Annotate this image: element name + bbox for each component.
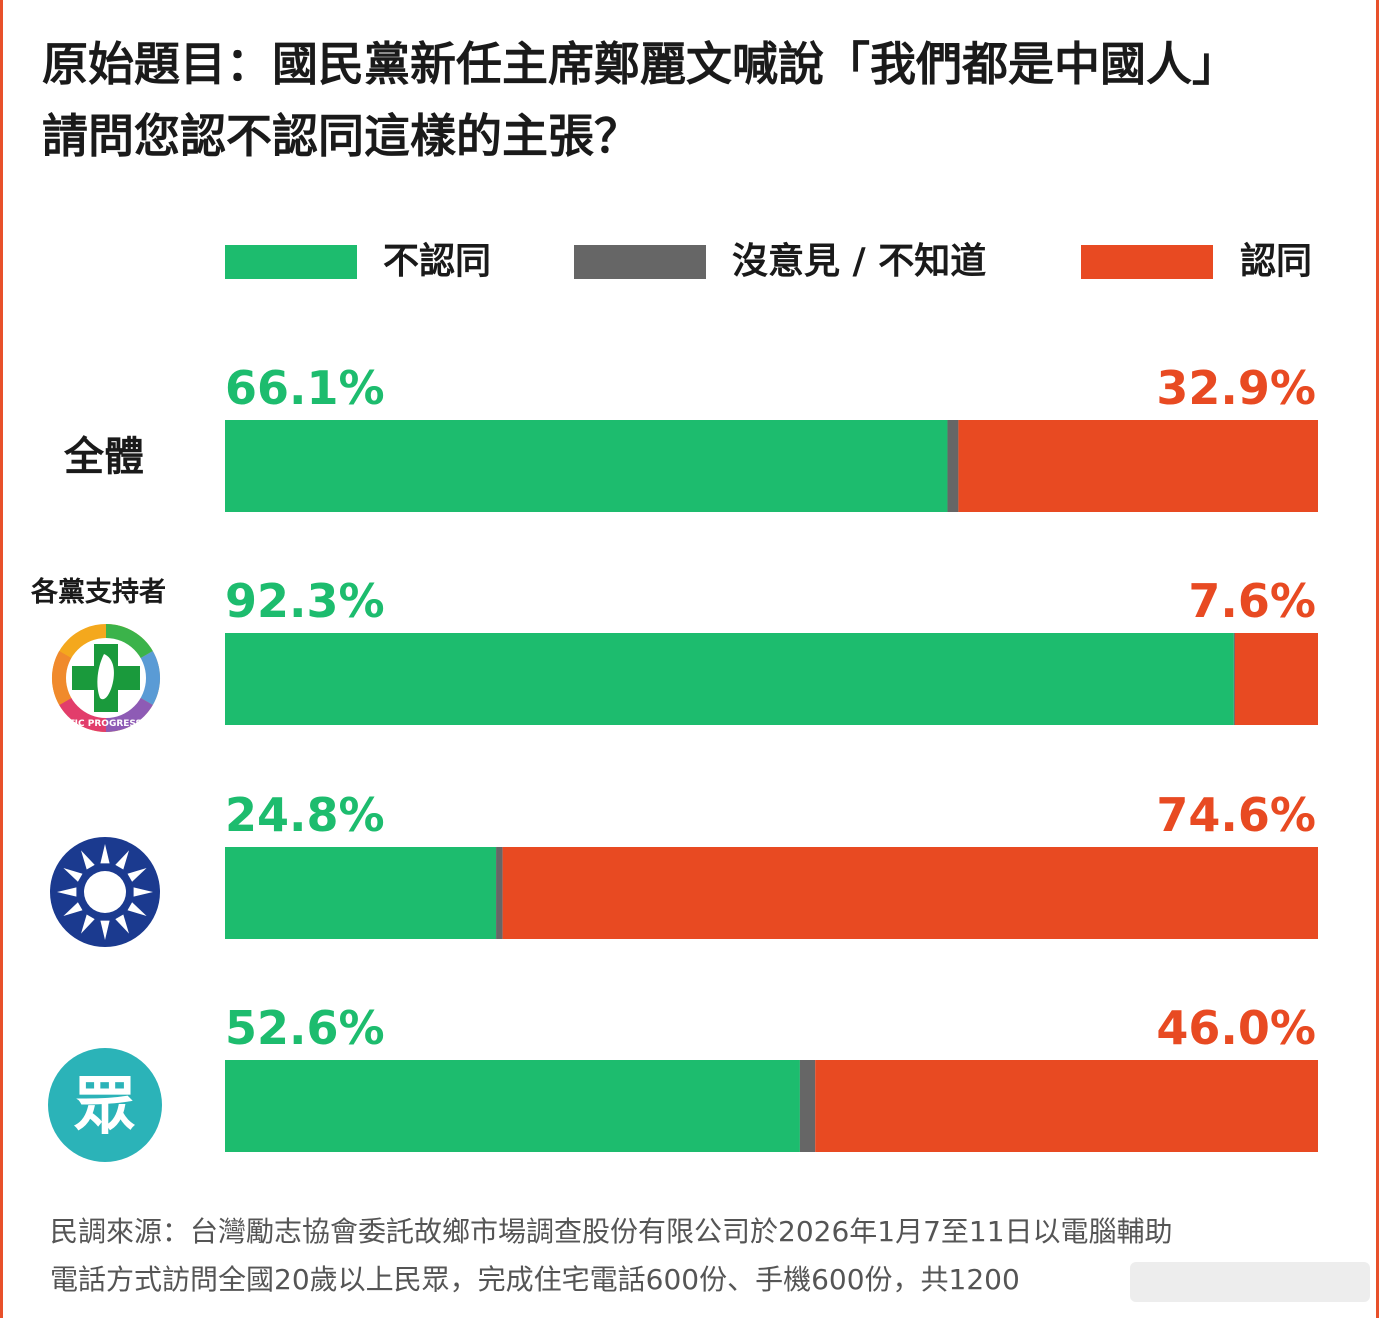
footer-line-2: 電話方式訪問全國20歲以上民眾，完成住宅電話600份、手機600份，共1200	[50, 1263, 1020, 1296]
label-agree-pct: 32.9%	[1156, 361, 1316, 415]
label-disagree-pct: 24.8%	[225, 788, 385, 842]
footer-line-1: 民調來源：台灣勵志協會委託故鄉市場調查股份有限公司於2026年1月7至11日以電…	[50, 1215, 1173, 1248]
dpp-logo-text: DEMOCRATIC PROGRESSIVE PARTY	[19, 719, 194, 729]
bar-neutral	[799, 1060, 816, 1152]
label-agree-pct: 7.6%	[1188, 574, 1316, 628]
kmt-ray	[115, 850, 129, 870]
kmt-ray	[115, 914, 129, 934]
legend-label-neutral: 沒意見 / 不知道	[732, 241, 987, 282]
footer-source: 民調來源：台灣勵志協會委託故鄉市場調查股份有限公司於2026年1月7至11日以電…	[50, 1208, 1350, 1304]
label-agree-pct: 46.0%	[1156, 1001, 1316, 1055]
bar-neutral	[947, 420, 959, 512]
legend-label-agree: 認同	[1240, 241, 1313, 282]
bar-agree	[502, 847, 1318, 939]
bar-disagree	[225, 633, 1234, 725]
label-disagree-pct: 66.1%	[225, 361, 385, 415]
legend-swatch-neutral	[574, 245, 706, 279]
kmt-ray	[100, 920, 110, 940]
kmt-emblem-icon	[50, 837, 160, 947]
legend-label-disagree: 不認同	[383, 241, 492, 282]
bar-neutral	[1233, 633, 1235, 725]
left-border	[0, 0, 3, 1318]
chart-title: 原始題目：國民黨新任主席鄭麗文喊說「我們都是中國人」 請問您認不認同這樣的主張？	[42, 28, 1352, 172]
bar-agree	[958, 420, 1318, 512]
bar-disagree	[225, 1060, 800, 1152]
kmt-ray	[63, 902, 83, 916]
row-label-overall: 全體	[64, 434, 144, 480]
label-disagree-pct: 52.6%	[225, 1001, 385, 1055]
party-supporters-header: 各黨支持者	[31, 577, 166, 608]
kmt-ray	[81, 914, 95, 934]
kmt-sun-rays	[57, 844, 153, 940]
kmt-ray	[63, 868, 83, 882]
kmt-ray	[127, 902, 147, 916]
bar-neutral	[496, 847, 503, 939]
bar-agree	[1234, 633, 1318, 725]
legend: 不認同 沒意見 / 不知道 認同	[0, 240, 1379, 284]
label-disagree-pct: 92.3%	[225, 574, 385, 628]
bar-agree	[815, 1060, 1318, 1152]
tpp-logo-icon: 眾	[48, 1048, 162, 1162]
tpp-logo-char: 眾	[74, 1069, 136, 1142]
kmt-ray	[57, 887, 77, 897]
dpp-logo-icon: DEMOCRATIC PROGRESSIVE PARTY	[19, 624, 194, 732]
watermark-overlay	[1130, 1262, 1370, 1302]
bar-disagree	[225, 420, 948, 512]
right-border	[1376, 0, 1379, 1318]
title-line-1: 原始題目：國民黨新任主席鄭麗文喊說「我們都是中國人」	[42, 37, 1238, 91]
legend-swatch-disagree	[225, 245, 357, 279]
kmt-ray	[100, 844, 110, 864]
bar-disagree	[225, 847, 497, 939]
legend-swatch-agree	[1081, 245, 1213, 279]
bars-group: 66.1% 32.9% 92.3% 7.6% 24.8% 74.6% 52.6% 46.0%	[225, 361, 1318, 1152]
kmt-ray	[81, 850, 95, 870]
kmt-ray	[127, 868, 147, 882]
title-line-2: 請問您認不認同這樣的主張？	[42, 109, 640, 163]
kmt-ray	[133, 887, 153, 897]
label-agree-pct: 74.6%	[1156, 788, 1316, 842]
